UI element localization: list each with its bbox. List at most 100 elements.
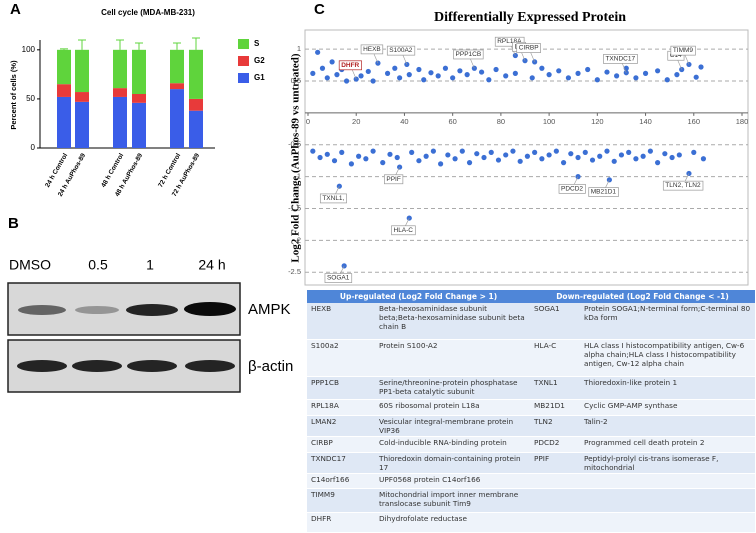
gene-symbol: DHFR [307,512,375,533]
data-point [442,65,449,71]
chart-title: Cell cycle (MDA-MB-231) [101,8,195,17]
y-tick-label: -2 [294,235,301,244]
label-box [391,225,416,236]
data-point [575,154,581,161]
legend-swatch [238,73,249,83]
bar-segment [113,49,127,89]
plot-frame [304,29,749,286]
band [72,360,122,372]
label-box [453,49,484,60]
point-label: S100A2 [386,45,416,65]
table-row: DHFR Dihydrofolate reductase [307,512,755,533]
data-point [343,78,350,84]
table-row: HEXB Beta-hexosaminidase subunit beta;Bet… [307,303,755,340]
label-box [662,180,704,191]
data-point [356,153,362,159]
table-row: LMAN2 Vesicular integral-membrane protein… [307,415,755,437]
band-label: β-actin [248,358,293,375]
band [185,360,235,372]
data-point [324,75,330,81]
data-point [416,158,422,164]
data-point [438,161,444,167]
data-point [517,158,523,164]
data-point [594,77,600,83]
bar-segment [170,49,184,84]
gene-symbol: MB21D1 [530,399,580,416]
gene-symbol: CIRBP [307,436,375,453]
bar-segment [170,83,184,90]
data-point [430,148,436,154]
data-point [585,66,591,73]
gene-symbol: SOGA1 [530,303,580,340]
band [18,305,66,315]
label-box [494,36,525,47]
label-box [324,273,353,283]
data-point [575,70,581,76]
gene-symbol: TXNL1 [530,376,580,400]
y-tick-label: 100 [22,45,36,54]
x-tick-label: 100 [543,117,556,126]
data-point [611,158,617,164]
data-point [691,149,697,155]
data-point [512,52,518,59]
protein-name [580,512,755,533]
data-point [421,77,427,83]
data-point [539,65,545,71]
data-point [339,149,345,155]
point-label: PPIF [384,166,404,185]
y-tick-label: -1.5 [288,203,301,212]
data-point [370,148,376,154]
data-point [560,160,567,166]
data-point [329,59,335,65]
label-box [670,45,696,56]
label-box [319,193,347,204]
point-label-text: TXNDC17 [605,55,635,62]
data-point [626,149,632,155]
point-label: PPP1CB [453,49,484,69]
y-axis-label: Log2 Fold Change (AuPhos-89 vs untreated… [290,53,302,262]
data-point [481,154,487,161]
data-point [464,72,470,78]
table-row: RPL18A 60S ribosomal protein L18a MB21D1 Cy… [307,399,755,416]
point-label-text: PDCD2 [561,185,583,192]
bar-segment [57,84,71,97]
data-point [618,152,625,158]
point-label: HEXB [360,44,384,64]
protein-name: HLA class I histocompatibility antigen, … [580,339,755,377]
data-point [510,148,516,154]
x-tick-label: 60 [448,117,456,126]
data-point [387,151,393,157]
point-label: CIRBP [516,43,541,62]
legend-swatch [238,39,249,49]
data-point [380,160,386,166]
error-bar [60,48,68,50]
data-point [503,73,509,79]
point-label: TXNL1, [319,186,347,204]
protein-name: Mitochondrial import inner membrane tran… [375,488,530,513]
data-point [623,70,629,76]
point-label-text: HLA-C [394,227,414,234]
data-point [495,157,502,163]
gene-symbol: HLA-C [530,339,580,377]
label-box [384,174,404,185]
table-row: CIRBP Cold-inducible RNA-binding protein P… [307,436,755,453]
data-point [428,70,434,76]
protein-name: Cold-inducible RNA-binding protein [375,436,530,453]
data-point [435,73,441,79]
data-point [331,158,338,164]
table-row: TXNDC17 Thioredoxin domain-containing pro… [307,452,755,474]
y-tick-label: -1 [294,172,301,181]
data-point [553,148,559,154]
panel-label: A [10,1,21,18]
chart-title: Differentially Expressed Protein [434,10,626,25]
data-point [524,153,531,159]
data-point [486,77,492,83]
label-box [603,54,638,64]
lane-label: 24 h [198,257,225,273]
protein-name [580,488,755,513]
data-point [597,153,603,159]
bar-segment [132,94,146,103]
data-point [647,148,653,154]
